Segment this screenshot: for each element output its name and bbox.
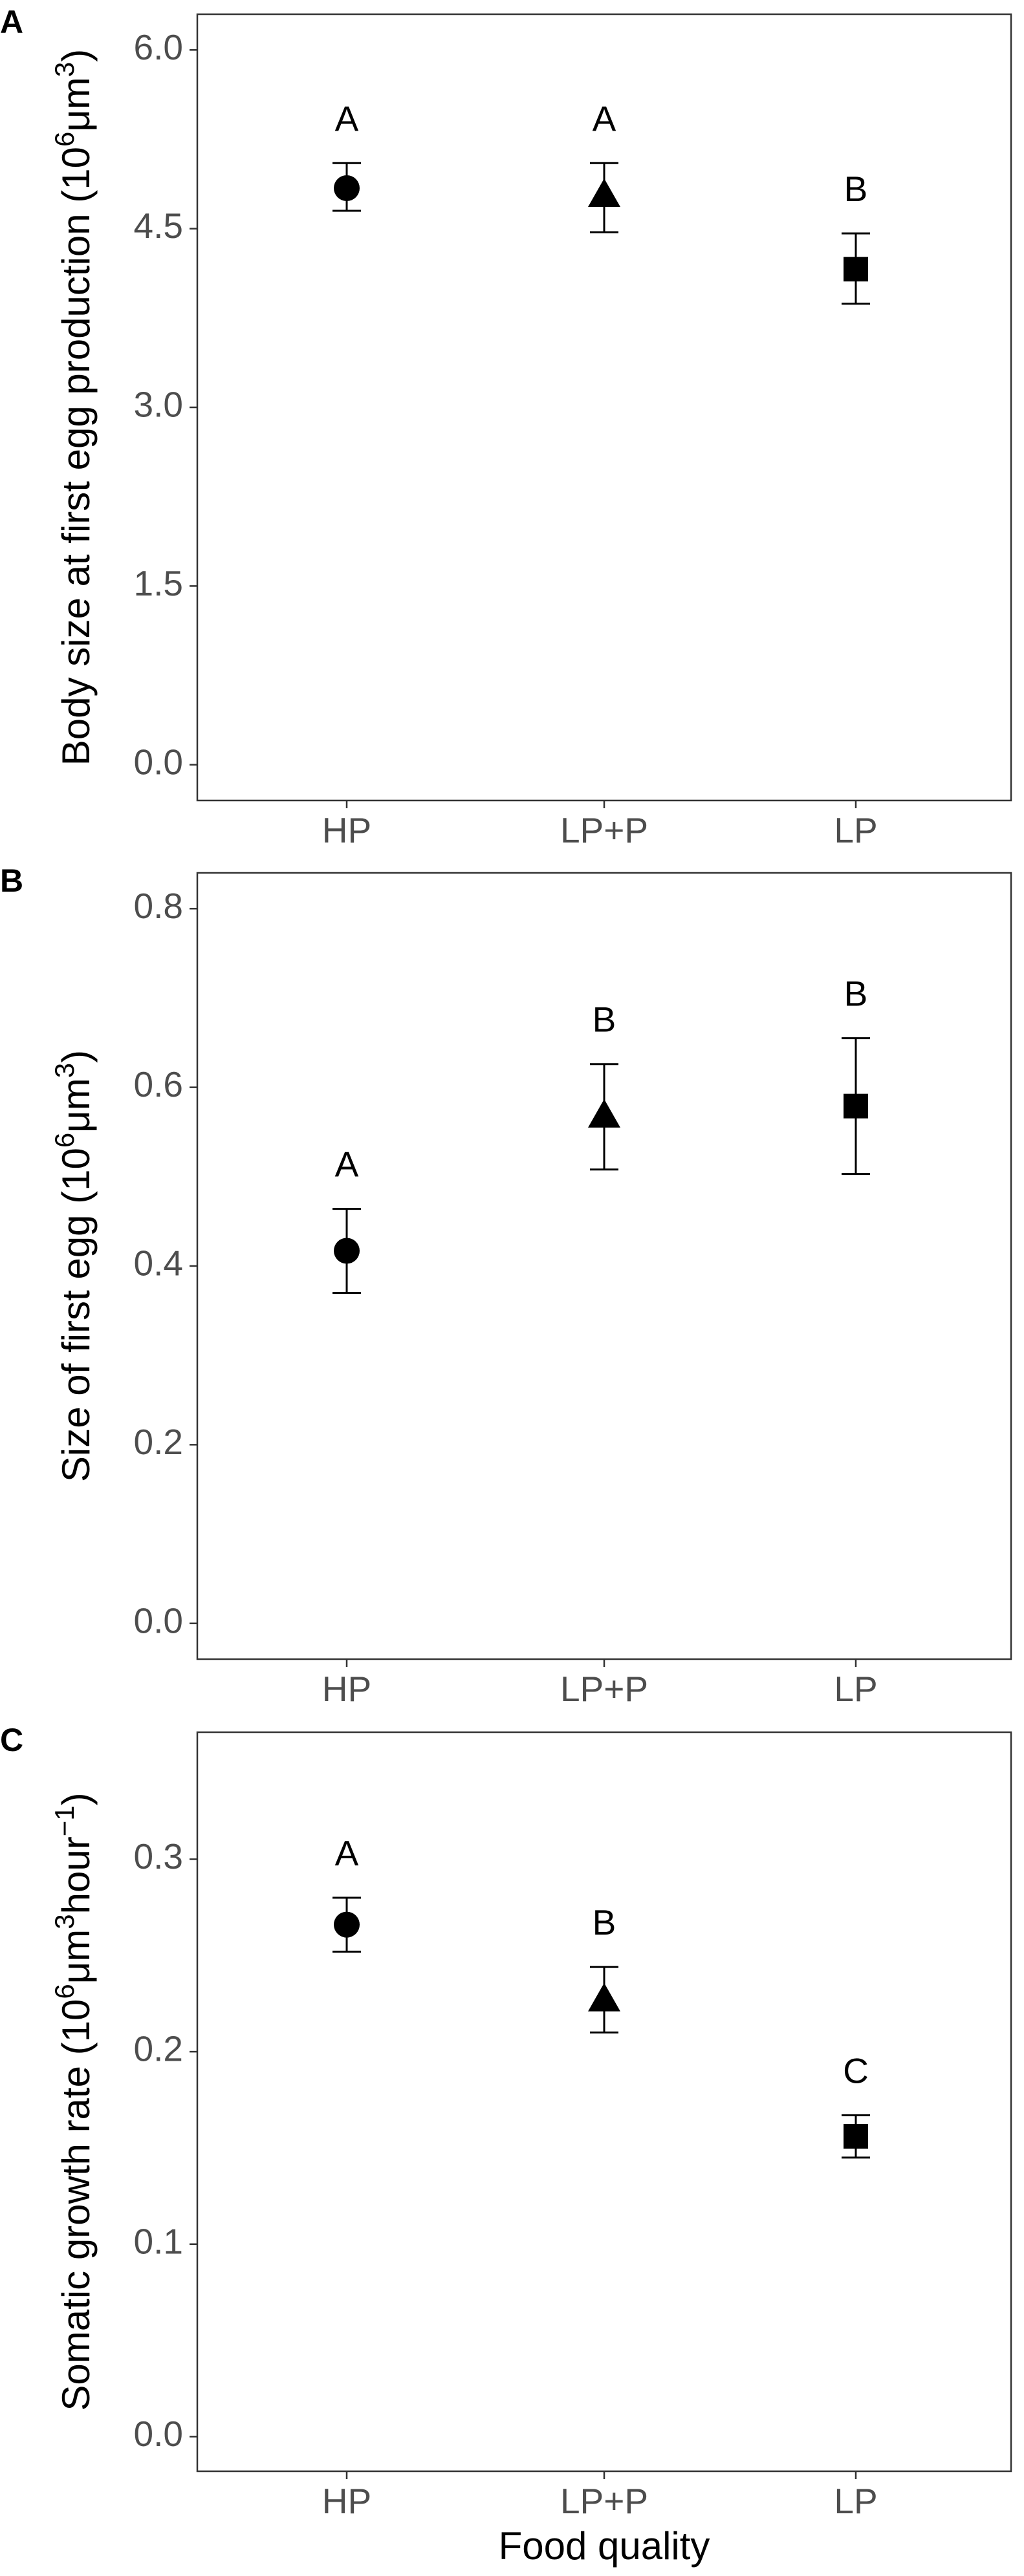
y-tick-label: 0.4 bbox=[134, 1243, 183, 1283]
data-point-hp: A bbox=[332, 1144, 361, 1294]
y-axis-title-text: μm bbox=[54, 77, 98, 132]
triangle-marker bbox=[588, 1982, 620, 2012]
y-tick-label: 0.1 bbox=[134, 2221, 183, 2261]
y-tick-label: 6.0 bbox=[134, 27, 183, 67]
significance-letter: A bbox=[335, 98, 359, 138]
x-tick-label: LP bbox=[834, 2481, 877, 2521]
significance-letter: B bbox=[593, 1902, 616, 1942]
panel-letter: B bbox=[0, 863, 23, 899]
y-tick-label: 3.0 bbox=[134, 385, 183, 425]
square-marker bbox=[844, 1093, 868, 1119]
circle-marker bbox=[334, 1238, 360, 1264]
significance-letter: A bbox=[335, 1144, 359, 1185]
y-axis-title-superscript: 6 bbox=[49, 132, 80, 147]
triangle-marker bbox=[588, 1099, 620, 1128]
significance-letter: A bbox=[593, 98, 616, 138]
y-axis-title-text: ) bbox=[54, 49, 98, 62]
plot-frame bbox=[196, 1731, 1012, 2473]
plot-frame bbox=[196, 872, 1012, 1660]
y-axis-title-superscript: 6 bbox=[49, 1984, 80, 1999]
panel-b: B 0.0 0.2 0.4 0.6 0.8 HP LP+P LP Size of first eg… bbox=[0, 863, 1012, 1709]
y-tick-label: 0.3 bbox=[134, 1836, 183, 1876]
y-axis-title-superscript: 3 bbox=[49, 1914, 80, 1929]
square-marker bbox=[844, 257, 868, 282]
y-axis-title-superscript: −1 bbox=[49, 1805, 80, 1836]
data-point-hp: A bbox=[332, 1833, 361, 1953]
circle-marker bbox=[334, 1911, 360, 1938]
x-tick-label: HP bbox=[322, 810, 371, 850]
significance-letter: C bbox=[843, 2050, 869, 2090]
panel-letter: A bbox=[0, 4, 23, 40]
y-tick-label: 4.5 bbox=[134, 206, 183, 246]
y-tick-label: 0.8 bbox=[134, 886, 183, 926]
y-axis-title: Size of first egg (106μm3) bbox=[49, 1050, 98, 1482]
x-tick-label: HP bbox=[322, 2481, 371, 2521]
y-tick-label: 0.2 bbox=[134, 2029, 183, 2069]
x-tick-label: LP+P bbox=[560, 810, 648, 850]
panel-c: C 0.0 0.1 0.2 0.3 HP LP+P LP Somatic growth rate… bbox=[0, 1722, 1012, 2521]
y-axis-title-text: Body size at first egg production (10 bbox=[54, 147, 98, 766]
data-point-lp: B bbox=[842, 169, 870, 305]
circle-marker bbox=[334, 175, 360, 201]
y-axis-title-superscript: 3 bbox=[49, 1063, 80, 1078]
y-axis-title-text: hour bbox=[54, 1836, 98, 1914]
panel-a: A 0.0 1.5 3.0 4.5 6.0 HP LP+P LP Body size at fir… bbox=[0, 4, 1012, 850]
data-point-hp: A bbox=[332, 98, 361, 212]
data-point-lp: C bbox=[842, 2050, 870, 2159]
y-axis-title-superscript: 6 bbox=[49, 1133, 80, 1148]
panel-letter: C bbox=[0, 1722, 23, 1758]
data-point-lpplusp: B bbox=[588, 1902, 620, 2034]
y-tick-label: 0.0 bbox=[134, 742, 183, 782]
y-tick-label: 1.5 bbox=[134, 563, 183, 603]
x-tick-label: HP bbox=[322, 1669, 371, 1709]
triangle-marker bbox=[588, 178, 620, 208]
y-axis-title-text: μm bbox=[54, 1929, 98, 1984]
x-tick-label: LP+P bbox=[560, 1669, 648, 1709]
y-tick-label: 0.0 bbox=[134, 2414, 183, 2454]
y-tick-label: 0.0 bbox=[134, 1600, 183, 1640]
square-marker bbox=[844, 2124, 868, 2149]
x-tick-label: LP bbox=[834, 1669, 877, 1709]
y-axis-title-superscript: 3 bbox=[49, 62, 80, 77]
y-axis-title-text: ) bbox=[54, 1050, 98, 1063]
significance-letter: B bbox=[593, 1000, 616, 1040]
x-axis-title: Food quality bbox=[499, 2524, 710, 2568]
y-axis-title-text: Size of first egg (10 bbox=[54, 1148, 98, 1482]
y-axis-title-text: μm bbox=[54, 1078, 98, 1133]
y-axis-title-text: ) bbox=[54, 1792, 98, 1805]
significance-letter: B bbox=[844, 169, 868, 209]
y-tick-label: 0.6 bbox=[134, 1064, 183, 1104]
x-tick-label: LP+P bbox=[560, 2481, 648, 2521]
y-axis-title: Body size at first egg production (106μm… bbox=[49, 49, 98, 766]
data-point-lp: B bbox=[842, 974, 870, 1175]
significance-letter: A bbox=[335, 1833, 359, 1873]
y-axis-title-text: Somatic growth rate (10 bbox=[54, 1999, 98, 2411]
data-point-lpplusp: B bbox=[588, 1000, 620, 1171]
significance-letter: B bbox=[844, 974, 868, 1014]
y-axis-title: Somatic growth rate (106μm3hour−1) bbox=[49, 1792, 98, 2410]
y-tick-label: 0.2 bbox=[134, 1422, 183, 1462]
x-tick-label: LP bbox=[834, 810, 877, 850]
data-point-lpplusp: A bbox=[588, 98, 620, 233]
